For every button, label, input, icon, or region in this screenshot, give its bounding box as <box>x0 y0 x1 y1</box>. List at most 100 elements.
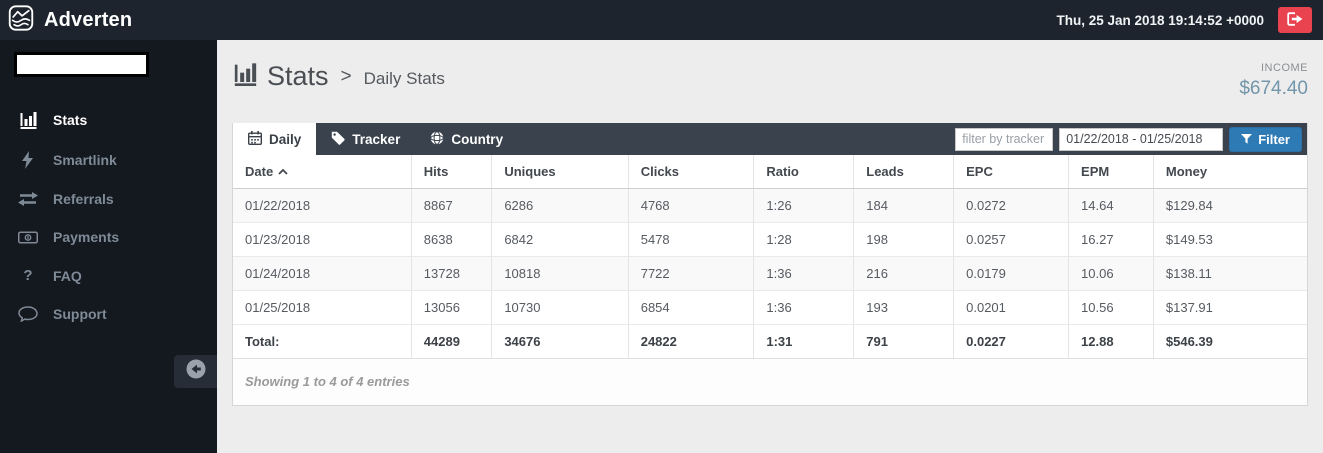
breadcrumb-root[interactable]: Stats <box>267 61 329 91</box>
column-header-epm[interactable]: EPM <box>1068 155 1154 190</box>
table-cell: $137.91 <box>1153 290 1307 326</box>
column-header-label: Date <box>245 164 274 180</box>
table-cell: 1:36 <box>753 256 855 292</box>
column-header-epc[interactable]: EPC <box>953 155 1070 190</box>
table-cell: 34676 <box>491 324 629 360</box>
table-cell: 7722 <box>628 256 755 292</box>
filter-button[interactable]: Filter <box>1229 126 1302 152</box>
income-label: INCOME <box>1261 62 1308 74</box>
total-row: Total: 44289 34676 24822 1:31 791 0.0227 12.88 $… <box>233 324 1307 360</box>
stats-card: Daily Tracker <box>232 123 1308 407</box>
sidebar-item-referrals[interactable]: Referrals <box>0 180 217 218</box>
table-cell: 10.56 <box>1068 290 1154 326</box>
bar-chart-icon <box>18 111 38 129</box>
table-summary: Showing 1 to 4 of 4 entries <box>233 359 1307 406</box>
sidebar-item-stats[interactable]: Stats <box>0 100 217 140</box>
table-cell: 16.27 <box>1068 222 1154 258</box>
sidebar: Stats Smartlink <box>0 40 217 453</box>
table-cell: 10.06 <box>1068 256 1154 292</box>
sidebar-item-payments[interactable]: Payments <box>0 218 217 256</box>
lightning-icon <box>18 151 38 169</box>
username-redacted-box <box>14 52 149 77</box>
sidebar-item-label: Support <box>53 306 107 322</box>
topbar: Adverten Thu, 25 Jan 2018 19:14:52 +0000 <box>0 0 1323 40</box>
tab-daily[interactable]: Daily <box>233 123 317 156</box>
sidebar-item-label: Smartlink <box>53 152 117 168</box>
table-row: 01/24/2018 13728 10818 7722 1:36 216 0.0179 10.… <box>233 256 1307 292</box>
sidebar-item-smartlink[interactable]: Smartlink <box>0 140 217 180</box>
tab-label: Daily <box>269 131 302 147</box>
column-header-hits[interactable]: Hits <box>411 155 493 190</box>
sidebar-item-faq[interactable]: ? FAQ <box>0 256 217 295</box>
sidebar-collapse-button[interactable] <box>174 355 217 388</box>
tab-bar: Daily Tracker <box>233 123 1307 156</box>
table-cell: 13056 <box>411 290 493 326</box>
tab-country[interactable]: Country <box>415 123 518 155</box>
table-cell: 1:26 <box>753 188 855 224</box>
sidebar-item-label: Referrals <box>53 191 114 207</box>
table-cell: 4768 <box>628 188 755 224</box>
table-cell: 1:36 <box>753 290 855 326</box>
column-header-uniques[interactable]: Uniques <box>491 155 629 190</box>
table-cell: 6854 <box>628 290 755 326</box>
table-cell: 14.64 <box>1068 188 1154 224</box>
table-cell: 24822 <box>628 324 755 360</box>
table-header-row: Date Hits Uniques Clicks Ratio Leads EPC… <box>233 155 1307 190</box>
breadcrumb-separator: > <box>340 65 352 87</box>
income-value: $674.40 <box>1239 77 1308 99</box>
table-cell: 01/22/2018 <box>233 188 412 224</box>
tab-tracker[interactable]: Tracker <box>316 123 415 155</box>
bar-chart-icon <box>234 62 257 91</box>
topbar-right: Thu, 25 Jan 2018 19:14:52 +0000 <box>1056 7 1312 33</box>
table-cell: 0.0227 <box>953 324 1070 360</box>
logout-button[interactable] <box>1278 7 1312 33</box>
money-bill-icon <box>18 231 38 244</box>
arrow-left-circle-icon <box>186 359 206 384</box>
column-header-ratio[interactable]: Ratio <box>753 155 855 190</box>
column-header-leads[interactable]: Leads <box>853 155 955 190</box>
table-cell: 791 <box>853 324 955 360</box>
sidebar-item-label: FAQ <box>53 267 82 284</box>
sidebar-item-support[interactable]: Support <box>0 295 217 333</box>
table-cell: 1:31 <box>753 324 855 360</box>
sidebar-nav: Stats Smartlink <box>0 100 217 333</box>
table-cell: 1:28 <box>753 222 855 258</box>
table-cell: 12.88 <box>1068 324 1154 360</box>
table-cell: 184 <box>853 188 955 224</box>
table-cell: 8867 <box>411 188 493 224</box>
table-cell: 44289 <box>411 324 493 360</box>
daily-stats-table: Date Hits Uniques Clicks Ratio Leads EPC… <box>233 155 1307 360</box>
filter-controls: Filter <box>955 123 1307 155</box>
date-range-input[interactable] <box>1059 127 1224 151</box>
table-row: 01/23/2018 8638 6842 5478 1:28 198 0.0257 16.27… <box>233 222 1307 258</box>
brand[interactable]: Adverten <box>8 4 132 36</box>
table-cell: 193 <box>853 290 955 326</box>
table-cell: 0.0179 <box>953 256 1070 292</box>
table-cell: 01/24/2018 <box>233 256 412 292</box>
tabs: Daily Tracker <box>233 123 518 156</box>
column-header-money[interactable]: Money <box>1153 155 1307 190</box>
table-row: 01/22/2018 8867 6286 4768 1:26 184 0.0272 14.64… <box>233 188 1307 224</box>
sidebar-item-label: Stats <box>53 112 88 128</box>
table-row: 01/25/2018 13056 10730 6854 1:36 193 0.0201 10.… <box>233 290 1307 326</box>
table-cell: 01/25/2018 <box>233 290 412 326</box>
column-header-date[interactable]: Date <box>233 155 412 190</box>
speech-bubble-icon <box>18 306 38 322</box>
tag-icon <box>331 131 345 148</box>
tracker-filter-input[interactable] <box>955 127 1054 151</box>
filter-button-label: Filter <box>1258 131 1290 147</box>
table-cell: 0.0272 <box>953 188 1070 224</box>
column-header-clicks[interactable]: Clicks <box>628 155 755 190</box>
table-cell: 5478 <box>628 222 755 258</box>
server-datetime: Thu, 25 Jan 2018 19:14:52 +0000 <box>1056 12 1264 28</box>
adverten-logo-icon <box>8 4 34 36</box>
table-cell: 6286 <box>491 188 629 224</box>
sort-asc-icon <box>278 163 288 178</box>
exchange-arrows-icon <box>18 192 38 206</box>
sidebar-item-label: Payments <box>53 229 120 245</box>
tab-label: Country <box>451 131 504 147</box>
breadcrumb: Stats > Daily Stats <box>232 61 445 92</box>
table-cell: 216 <box>853 256 955 292</box>
stats-table-body: 01/22/2018 8867 6286 4768 1:26 184 0.0272 14.64… <box>233 188 1307 360</box>
income-summary: INCOME $674.40 <box>1239 61 1308 101</box>
